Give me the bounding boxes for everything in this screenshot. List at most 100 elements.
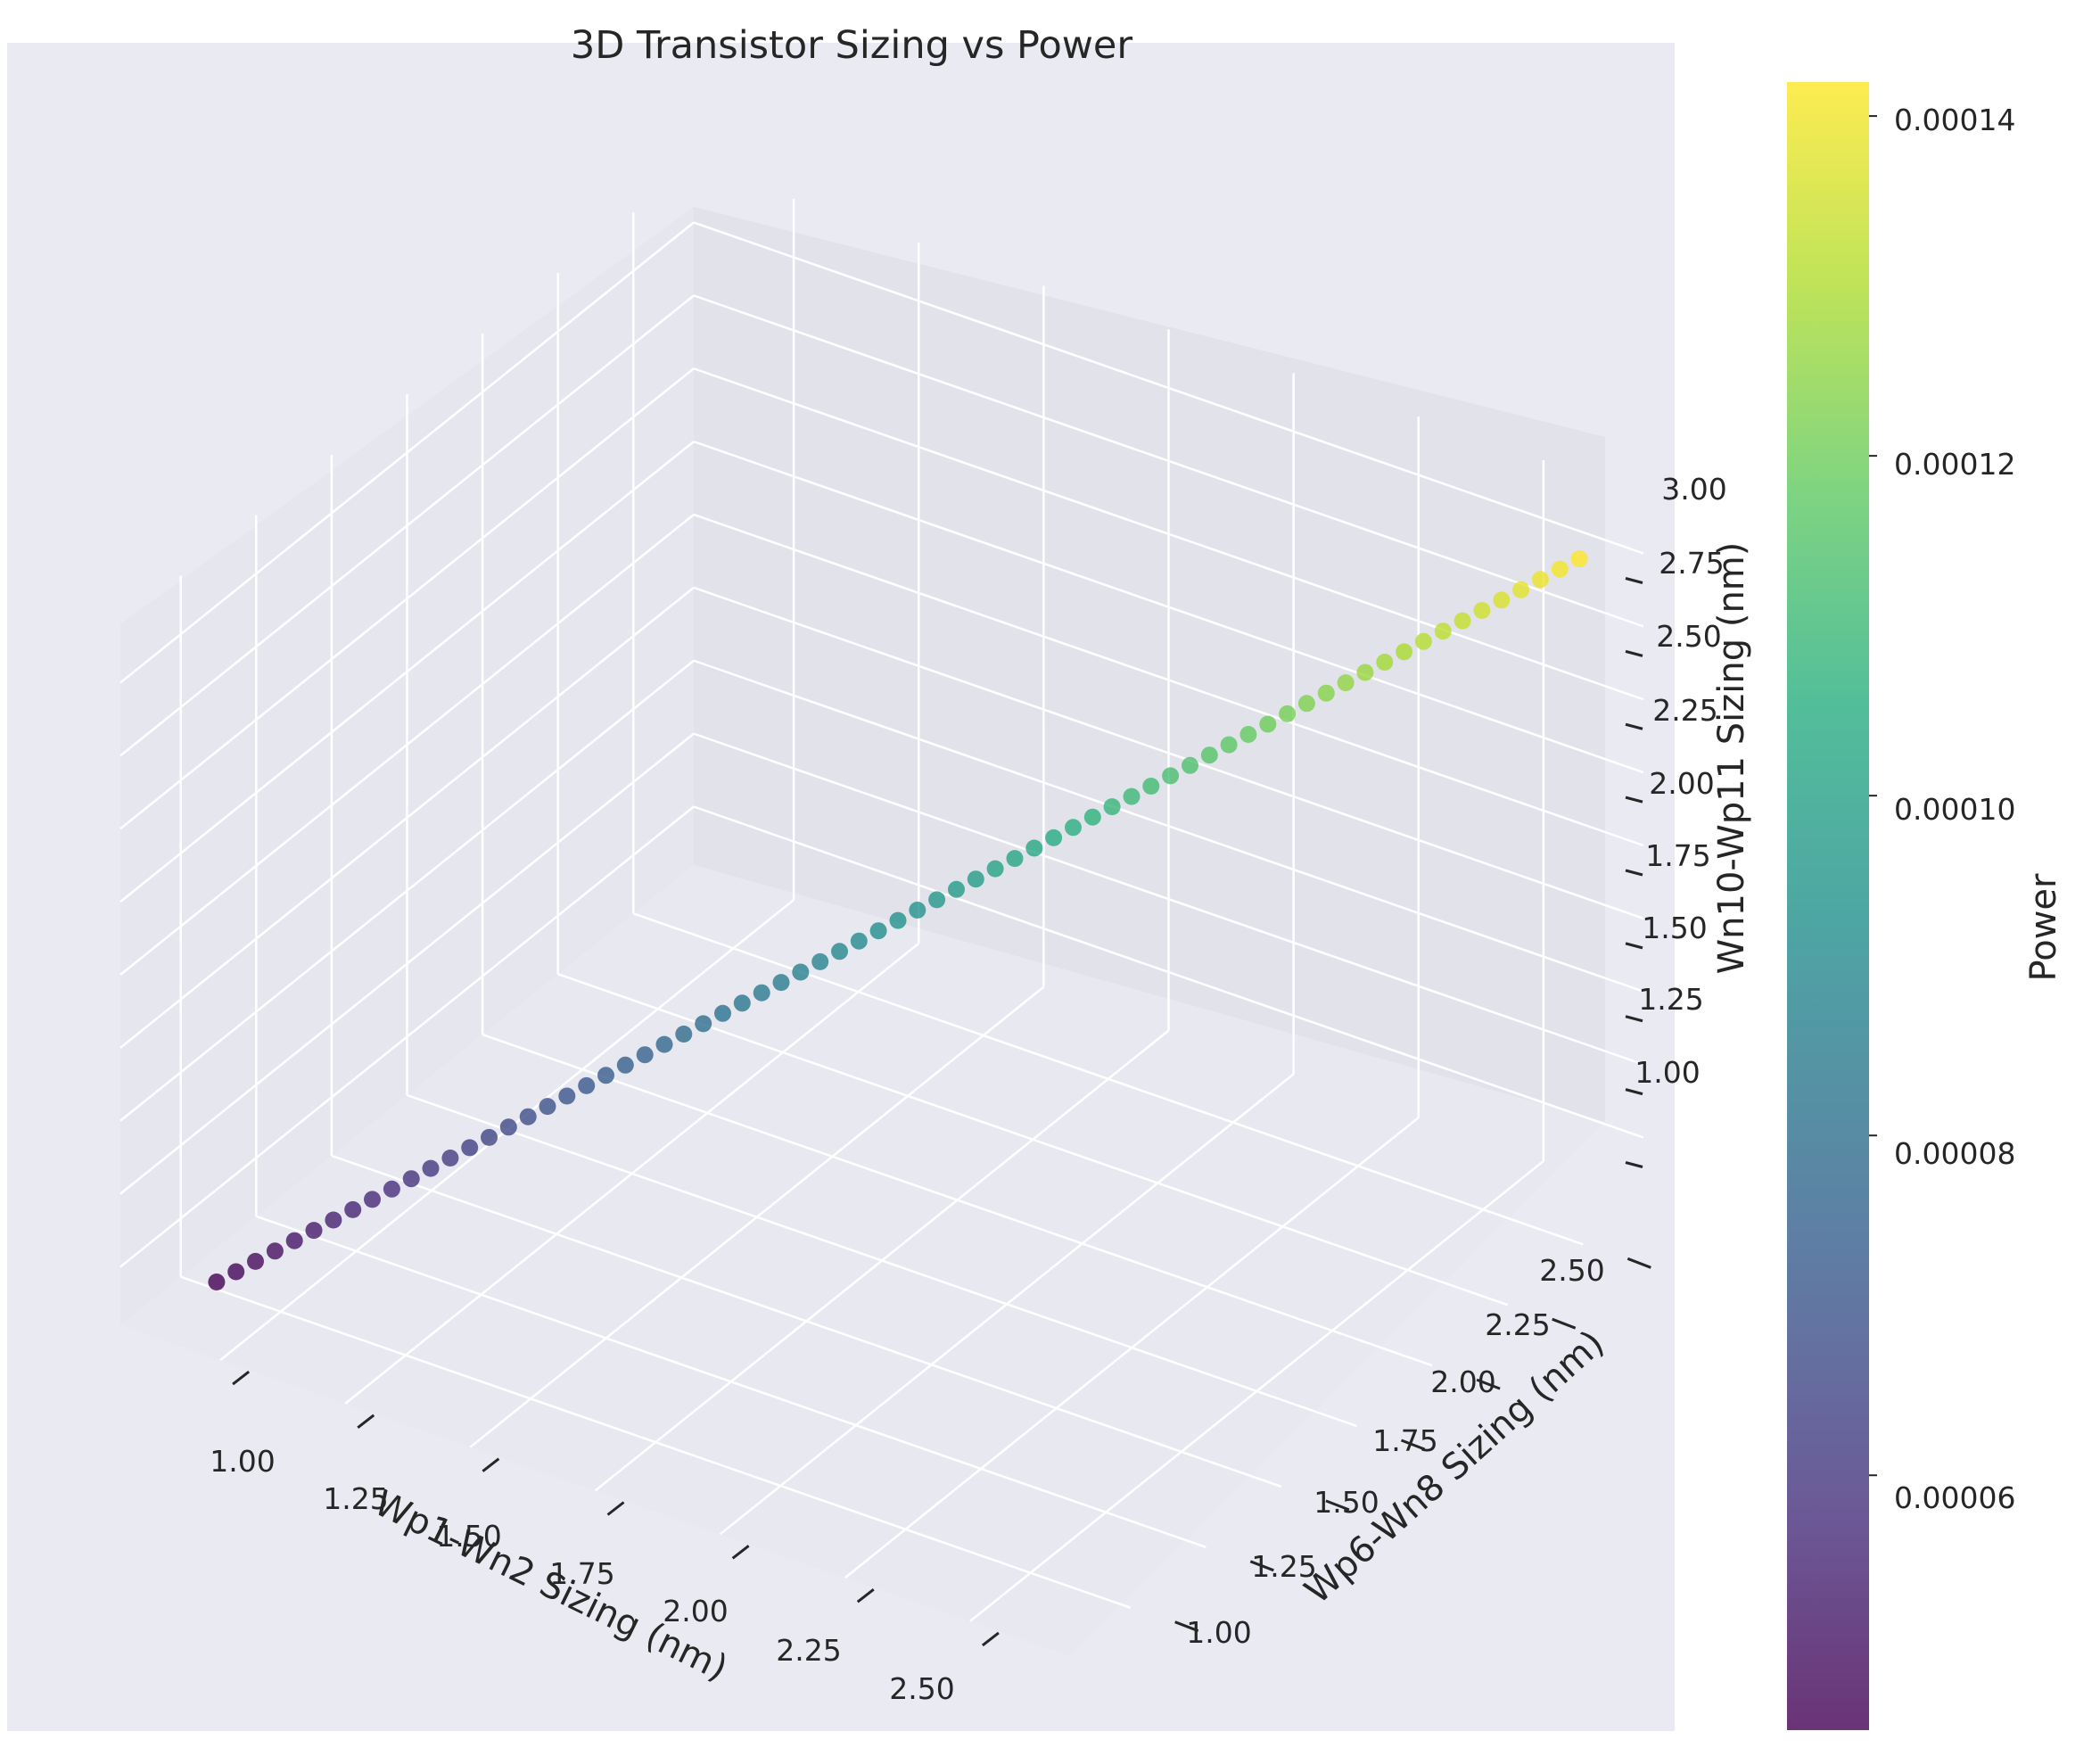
scatter-point	[986, 860, 1004, 878]
scatter-point	[1103, 798, 1121, 816]
scatter-point	[1317, 684, 1335, 702]
x-tick-label: 1.75	[549, 1556, 614, 1591]
y-tick-label: 1.25	[1251, 1549, 1316, 1584]
grid-line	[693, 513, 1644, 847]
scatter-point	[1006, 850, 1024, 868]
y-tick-label: 2.50	[1539, 1253, 1604, 1288]
chart-title: 3D Transistor Sizing vs Power	[571, 23, 1132, 68]
z-tick-label: 1.25	[1638, 982, 1703, 1017]
colorbar-tick-label: 0.00006	[1894, 1480, 2015, 1515]
colorbar	[1787, 82, 1869, 1730]
scatter-point	[441, 1150, 459, 1167]
grid-line	[119, 294, 695, 757]
scatter-point	[811, 952, 829, 970]
z-tick-label: 2.50	[1656, 619, 1721, 654]
scatter-point	[344, 1200, 362, 1218]
scatter-point	[481, 1128, 498, 1146]
scatter-point	[1531, 571, 1549, 589]
y-tick-label: 1.00	[1186, 1615, 1251, 1650]
z-tick-label: 2.75	[1659, 546, 1724, 581]
scatter-point	[928, 891, 946, 909]
z-tick-label: 1.00	[1635, 1055, 1700, 1090]
y-tick-mark	[1400, 1439, 1426, 1451]
scatter-point	[675, 1026, 693, 1043]
scatter-point	[247, 1252, 264, 1270]
scatter-point	[539, 1098, 556, 1116]
scatter-point	[655, 1035, 673, 1053]
x-tick-mark	[232, 1370, 251, 1386]
z-tick-mark	[1625, 1015, 1643, 1023]
scatter-point	[1045, 829, 1063, 846]
colorbar-tick-label: 0.00014	[1894, 103, 2015, 137]
scatter-point	[967, 870, 984, 888]
scatter-point	[1297, 695, 1315, 713]
z-tick-label: 3.00	[1661, 472, 1726, 507]
scatter-point	[597, 1067, 614, 1084]
scatter-point	[364, 1191, 381, 1208]
scatter-point	[1454, 612, 1471, 630]
x-tick-mark	[357, 1414, 375, 1430]
scatter-point	[909, 902, 926, 919]
x-tick-labels: 1.00 1.25 1.50 1.75 2.00 2.25 2.50	[210, 1444, 954, 1706]
scatter-point	[499, 1118, 517, 1136]
z-tick-mark	[1625, 1088, 1643, 1096]
z-tick-mark	[1625, 942, 1643, 950]
y-tick-mark	[1249, 1560, 1274, 1572]
grid-line	[693, 805, 1644, 1139]
grid-line	[255, 1215, 1206, 1548]
grid-line	[180, 1275, 1132, 1609]
colorbar-tick-labels: 0.00006 0.00008 0.00010 0.00012 0.00014	[1894, 103, 2015, 1515]
z-tick-mark	[1625, 577, 1643, 584]
z-tick-mark	[1625, 869, 1643, 877]
scatter-point	[1337, 674, 1355, 692]
scatter-point	[1356, 664, 1374, 681]
grid-line	[482, 1033, 1433, 1367]
x-tick-label: 1.50	[436, 1519, 501, 1554]
y-tick-labels: 1.00 1.25 1.50 1.75 2.00 2.25 2.50	[1186, 1253, 1604, 1650]
scatter-point	[578, 1076, 596, 1094]
colorbar-ticks	[1869, 115, 1877, 1477]
scatter-point	[1279, 705, 1297, 722]
scatter-point	[1376, 654, 1394, 671]
scatter-point	[461, 1139, 479, 1157]
scatter-point	[792, 963, 810, 981]
scatter-point	[850, 932, 868, 950]
scatter-point	[1396, 643, 1413, 661]
scatter-point	[1123, 787, 1141, 805]
scatter-point	[1025, 839, 1043, 857]
z-tick-mark	[1625, 722, 1643, 730]
tick-marks	[232, 577, 1651, 1647]
z-tick-label: 2.00	[1649, 766, 1714, 801]
z-tick-labels: 1.00 1.25 1.50 1.75 2.00 2.25 2.50 2.75 …	[1635, 472, 1726, 1090]
y-tick-mark	[1476, 1378, 1501, 1390]
scatter-point	[227, 1263, 245, 1281]
grid-line	[119, 221, 695, 684]
z-tick-label: 1.50	[1642, 911, 1707, 945]
grid-line	[693, 732, 1644, 1066]
grid-line	[557, 973, 1509, 1307]
scatter-point	[889, 911, 907, 929]
scatter-point	[1512, 581, 1530, 598]
colorbar-tick-label: 0.00010	[1894, 792, 2015, 827]
scatter-point	[772, 974, 790, 992]
scatter-point	[266, 1242, 284, 1260]
scatter-point	[1200, 746, 1218, 764]
z-tick-label: 2.25	[1652, 693, 1717, 728]
scatter-point	[558, 1087, 576, 1105]
scatter-point	[422, 1159, 440, 1177]
colorbar-label: Power	[2023, 873, 2064, 981]
scatter-point	[519, 1108, 537, 1125]
y-tick-label: 2.00	[1430, 1364, 1495, 1399]
y-tick-label: 2.25	[1485, 1307, 1550, 1342]
scatter-point	[208, 1274, 226, 1290]
scatter-point	[695, 1015, 712, 1033]
scatter-point	[1259, 715, 1277, 733]
colorbar-tick-label: 0.00012	[1894, 447, 2015, 482]
scatter-point	[383, 1180, 400, 1198]
x-tick-mark	[606, 1501, 625, 1516]
grid-line	[693, 659, 1644, 993]
grid-line	[693, 440, 1644, 774]
grid-line	[119, 732, 695, 1195]
grid-line	[632, 912, 1584, 1246]
scatter-points	[208, 550, 1588, 1290]
